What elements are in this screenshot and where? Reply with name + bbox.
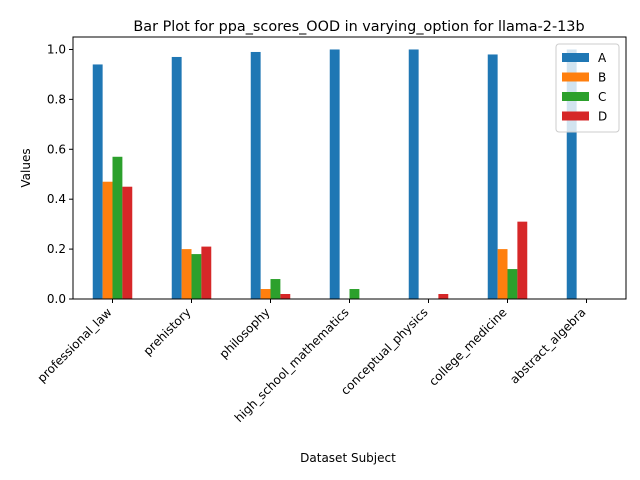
bar-B-philosophy [260, 289, 271, 299]
bar-A-professional_law [92, 64, 103, 299]
legend-label-D: D [598, 110, 607, 124]
bar-A-conceptual_physics [408, 49, 419, 300]
bar-D-conceptual_physics [438, 294, 449, 299]
x-axis-label: Dataset Subject [300, 451, 396, 465]
bar-C-philosophy [270, 279, 281, 299]
legend-label-B: B [598, 71, 606, 85]
y-tick-label: 1.0 [47, 42, 66, 56]
legend-swatch-C [562, 92, 589, 101]
bar-A-philosophy [250, 51, 261, 299]
legend-frame [555, 43, 620, 133]
legend-swatch-A [562, 53, 589, 62]
y-tick-label: 0.0 [47, 292, 66, 306]
x-tick-label: prehistory [141, 305, 194, 358]
x-tick-label: professional_law [35, 305, 115, 385]
bar-A-abstract_algebra [566, 49, 577, 300]
x-tick-label: college_medicine [426, 305, 509, 388]
x-tick-label: abstract_algebra [507, 305, 588, 386]
bar-D-philosophy [280, 294, 291, 299]
bar-A-high_school_mathematics [329, 49, 340, 300]
x-axis: professional_law prehistory philosophyhigh… [35, 299, 589, 425]
bar-A-prehistory [171, 56, 182, 300]
y-tick-label: 0.2 [47, 242, 66, 256]
legend-label-C: C [598, 90, 606, 104]
bar-C-high_school_mathematics [349, 289, 360, 299]
x-tick-label: conceptual_physics [338, 305, 431, 398]
y-axis-label: Values [19, 148, 33, 187]
legend-swatch-D [562, 111, 589, 121]
plot-frame [72, 36, 627, 300]
bar-C-prehistory [191, 254, 202, 299]
legend-label-A: A [598, 51, 607, 65]
bar-D-professional_law [122, 186, 133, 299]
bar-C-college_medicine [507, 269, 518, 299]
legend-swatch-B [562, 72, 589, 82]
bar-D-college_medicine [517, 221, 528, 299]
y-tick-label: 0.8 [47, 92, 66, 106]
bar-B-professional_law [102, 181, 113, 299]
bar-B-prehistory [181, 249, 192, 299]
y-tick-label: 0.4 [47, 192, 66, 206]
y-axis: 0.0 0.2 0.4 0.6 0.8 1.0 [47, 42, 73, 306]
bar-B-college_medicine [497, 249, 508, 299]
chart-title: Bar Plot for ppa_scores_OOD in varying_o… [133, 19, 584, 35]
x-tick-label: philosophy [217, 305, 273, 361]
bars-layer [92, 49, 577, 300]
bar-C-professional_law [112, 156, 123, 299]
bar-D-prehistory [201, 246, 212, 299]
y-tick-label: 0.6 [47, 142, 66, 156]
bar-A-college_medicine [487, 54, 498, 299]
